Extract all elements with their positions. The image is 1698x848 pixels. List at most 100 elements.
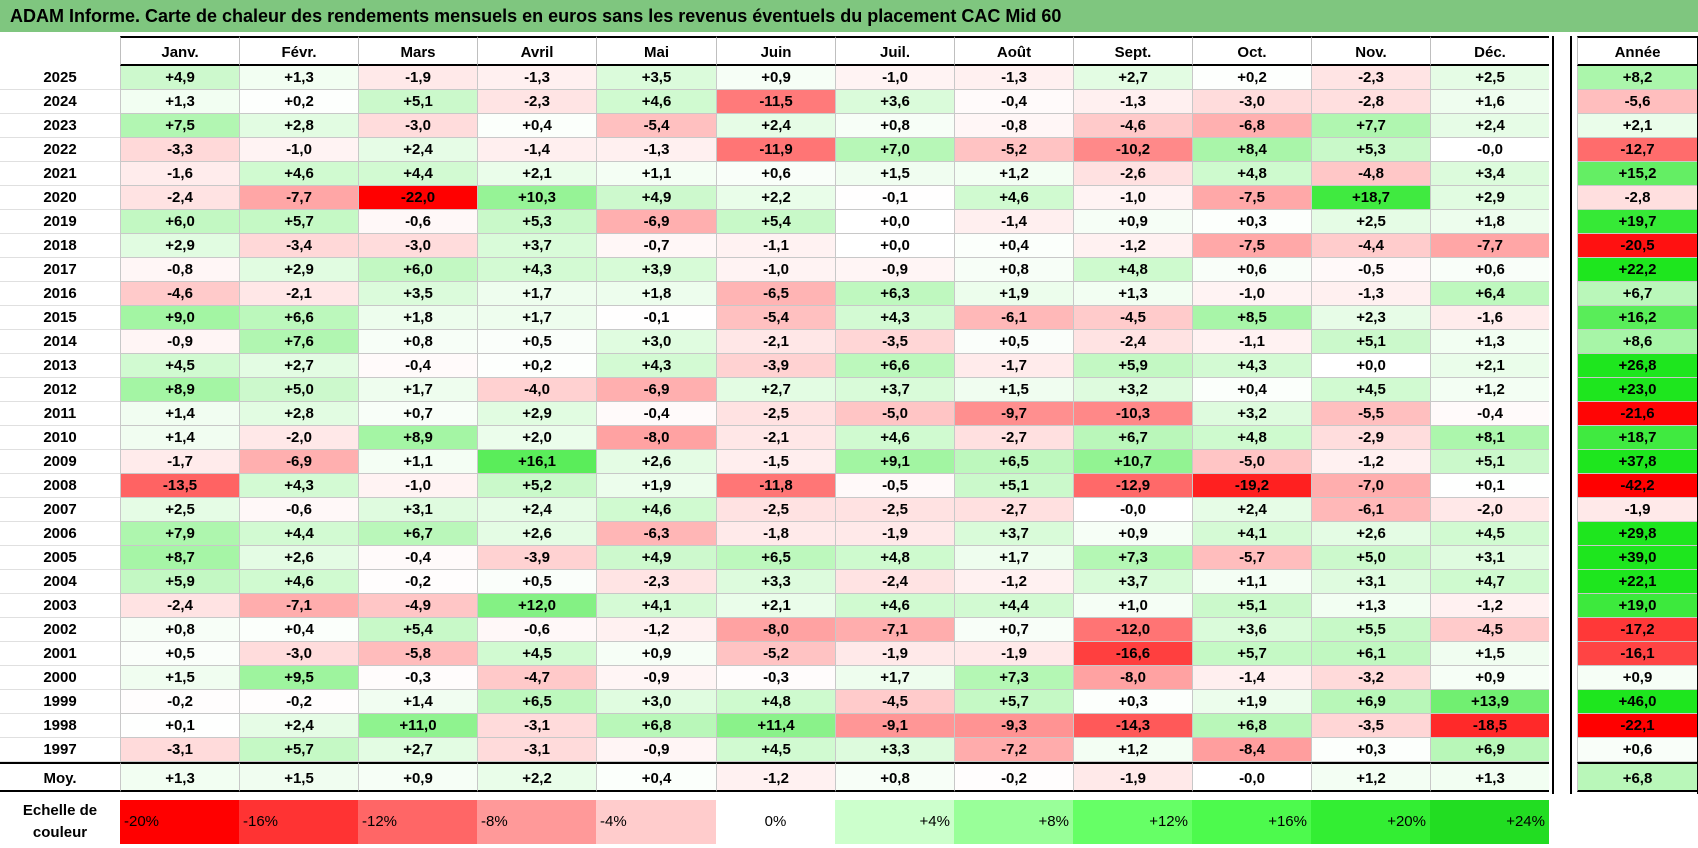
annual-cell: +6,7 xyxy=(1577,282,1697,306)
month-header: Mars xyxy=(358,36,477,66)
heatmap-cell: +1,5 xyxy=(1430,642,1549,666)
year-label: 2014 xyxy=(0,330,120,354)
heatmap-cell: +3,1 xyxy=(1430,546,1549,570)
heatmap-cell: +1,9 xyxy=(596,474,716,498)
year-label: 2025 xyxy=(0,66,120,90)
heatmap-cell: +2,6 xyxy=(239,546,358,570)
heatmap-cell: +2,4 xyxy=(1192,498,1311,522)
heatmap-cell: -6,9 xyxy=(596,210,716,234)
heatmap-cell: -2,0 xyxy=(1430,498,1549,522)
heatmap-row: 2008 -13,5 +4,3 -1,0 +5,2 +1,9 -11,8 -0,5 +5,1 -1… xyxy=(0,474,1698,498)
average-cell: +0,4 xyxy=(596,762,716,792)
color-scale: Echelle de couleur -20% -16% -12% -8% -4% 0% +… xyxy=(0,800,1698,844)
heatmap-cell: +0,8 xyxy=(954,258,1073,282)
heatmap-cell: -6,8 xyxy=(1192,114,1311,138)
heatmap-cell: -22,0 xyxy=(358,186,477,210)
heatmap-cell: +0,1 xyxy=(1430,474,1549,498)
heatmap-cell: +4,4 xyxy=(954,594,1073,618)
heatmap-cell: +6,8 xyxy=(596,714,716,738)
heatmap-cell: +2,4 xyxy=(358,138,477,162)
heatmap-cell: -11,9 xyxy=(716,138,835,162)
annual-cell: +18,7 xyxy=(1577,426,1697,450)
heatmap-cell: +2,5 xyxy=(1311,210,1430,234)
heatmap-cell: -2,5 xyxy=(716,402,835,426)
heatmap-cell: +4,8 xyxy=(1073,258,1192,282)
heatmap-cell: +3,7 xyxy=(1073,570,1192,594)
heatmap-cell: +2,1 xyxy=(1430,354,1549,378)
heatmap-cell: -1,1 xyxy=(1192,330,1311,354)
heatmap-cell: +2,9 xyxy=(239,258,358,282)
heatmap-cell: +2,7 xyxy=(716,378,835,402)
annual-cell: +15,2 xyxy=(1577,162,1697,186)
heatmap-cell: -16,6 xyxy=(1073,642,1192,666)
heatmap-cell: -0,2 xyxy=(239,690,358,714)
heatmap-cell: +0,6 xyxy=(1430,258,1549,282)
heatmap-cell: -2,6 xyxy=(1073,162,1192,186)
heatmap-row: 2024 +1,3 +0,2 +5,1 -2,3 +4,6 -11,5 +3,6 -0,4 -1,… xyxy=(0,90,1698,114)
heatmap-cell: -1,8 xyxy=(716,522,835,546)
heatmap-cell: -5,7 xyxy=(1192,546,1311,570)
heatmap-row: 2022 -3,3 -1,0 +2,4 -1,4 -1,3 -11,9 +7,0 -5,2 -10… xyxy=(0,138,1698,162)
average-cell: +2,2 xyxy=(477,762,596,792)
heatmap-cell: -1,3 xyxy=(954,66,1073,90)
heatmap-cell: +7,9 xyxy=(120,522,239,546)
heatmap-cell: -0,2 xyxy=(120,690,239,714)
heatmap-cell: +4,9 xyxy=(596,186,716,210)
heatmap-cell: +16,1 xyxy=(477,450,596,474)
heatmap-cell: -0,6 xyxy=(239,498,358,522)
heatmap-cell: +1,5 xyxy=(120,666,239,690)
heatmap-cell: +0,3 xyxy=(1192,210,1311,234)
heatmap-cell: +2,9 xyxy=(477,402,596,426)
heatmap-row: 1999 -0,2 -0,2 +1,4 +6,5 +3,0 +4,8 -4,5 +5,7 +0,3… xyxy=(0,690,1698,714)
heatmap-cell: -2,5 xyxy=(835,498,954,522)
color-scale-stop: -8% xyxy=(477,800,596,844)
heatmap-cell: +1,4 xyxy=(358,690,477,714)
year-label: 2002 xyxy=(0,618,120,642)
heatmap-cell: +1,7 xyxy=(477,282,596,306)
heatmap-row: 2014 -0,9 +7,6 +0,8 +0,5 +3,0 -2,1 -3,5 +0,5 -2,4… xyxy=(0,330,1698,354)
heatmap-cell: +10,3 xyxy=(477,186,596,210)
year-label: 1998 xyxy=(0,714,120,738)
heatmap-cell: -0,2 xyxy=(358,570,477,594)
heatmap-cell: +0,1 xyxy=(120,714,239,738)
heatmap-cell: -4,4 xyxy=(1311,234,1430,258)
heatmap-cell: +1,6 xyxy=(1430,90,1549,114)
heatmap-cell: -4,5 xyxy=(1430,618,1549,642)
heatmap-cell: -0,6 xyxy=(358,210,477,234)
heatmap-cell: +2,2 xyxy=(716,186,835,210)
month-header: Avril xyxy=(477,36,596,66)
heatmap-cell: -10,3 xyxy=(1073,402,1192,426)
heatmap-cell: -7,7 xyxy=(1430,234,1549,258)
year-label: 2005 xyxy=(0,546,120,570)
annual-cell: +29,8 xyxy=(1577,522,1697,546)
heatmap-cell: +1,1 xyxy=(596,162,716,186)
heatmap-cell: -0,6 xyxy=(477,618,596,642)
heatmap-cell: +9,1 xyxy=(835,450,954,474)
year-label: 2006 xyxy=(0,522,120,546)
heatmap-cell: -1,2 xyxy=(1311,450,1430,474)
heatmap-cell: +0,6 xyxy=(716,162,835,186)
month-header: Déc. xyxy=(1430,36,1549,66)
heatmap-cell: -3,9 xyxy=(477,546,596,570)
heatmap-cell: +6,5 xyxy=(477,690,596,714)
heatmap-cell: -3,0 xyxy=(358,114,477,138)
heatmap-cell: +5,1 xyxy=(358,90,477,114)
heatmap-cell: -1,6 xyxy=(120,162,239,186)
heatmap-cell: -0,5 xyxy=(835,474,954,498)
heatmap-cell: +4,1 xyxy=(1192,522,1311,546)
heatmap-row: 2016 -4,6 -2,1 +3,5 +1,7 +1,8 -6,5 +6,3 +1,9 +1,3… xyxy=(0,282,1698,306)
year-label: 2021 xyxy=(0,162,120,186)
heatmap-cell: +1,3 xyxy=(1073,282,1192,306)
heatmap-cell: +1,8 xyxy=(1430,210,1549,234)
heatmap-cell: +4,8 xyxy=(1192,426,1311,450)
heatmap-cell: -10,2 xyxy=(1073,138,1192,162)
heatmap-cell: +0,4 xyxy=(239,618,358,642)
heatmap-row: 2013 +4,5 +2,7 -0,4 +0,2 +4,3 -3,9 +6,6 -1,7 +5,9… xyxy=(0,354,1698,378)
annual-cell: -17,2 xyxy=(1577,618,1697,642)
annual-cell: +22,1 xyxy=(1577,570,1697,594)
heatmap-cell: -0,9 xyxy=(596,666,716,690)
heatmap-cell: +1,3 xyxy=(1430,330,1549,354)
heatmap-cell: +5,7 xyxy=(1192,642,1311,666)
heatmap-row: 1997 -3,1 +5,7 +2,7 -3,1 -0,9 +4,5 +3,3 -7,2 +1,2… xyxy=(0,738,1698,762)
heatmap-cell: +6,6 xyxy=(239,306,358,330)
